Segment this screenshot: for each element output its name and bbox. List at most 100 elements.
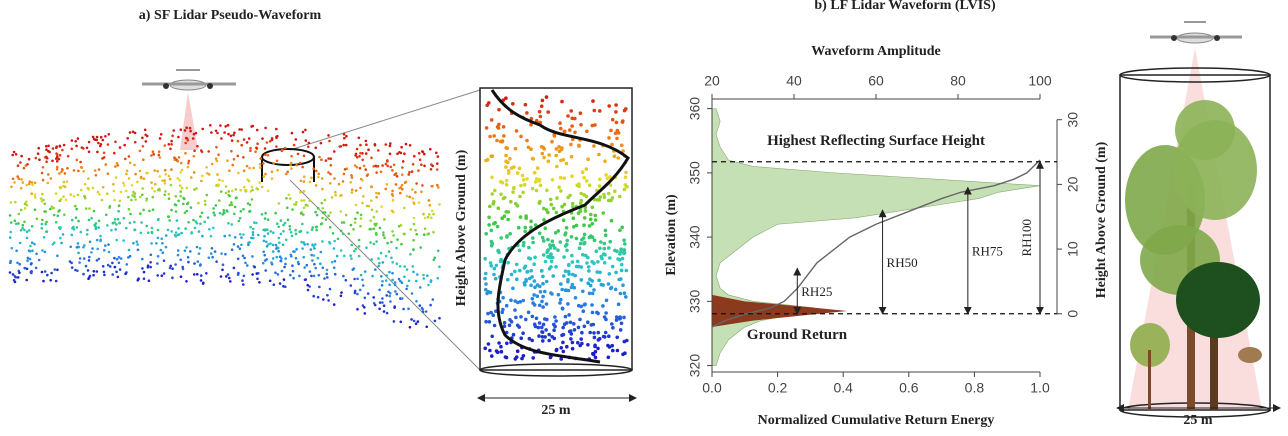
lidar-point bbox=[366, 292, 370, 295]
lidar-point bbox=[242, 169, 246, 172]
lidar-point bbox=[361, 179, 364, 182]
lidar-point bbox=[411, 197, 415, 200]
lidar-point bbox=[144, 140, 148, 143]
lidar-point bbox=[540, 151, 545, 156]
lidar-point bbox=[61, 233, 65, 236]
lidar-point bbox=[566, 279, 570, 284]
lidar-point bbox=[234, 196, 238, 200]
lidar-point bbox=[596, 260, 600, 264]
lidar-point bbox=[321, 207, 325, 210]
lidar-point bbox=[168, 177, 172, 181]
lidar-point bbox=[391, 261, 395, 264]
lidar-point bbox=[565, 344, 569, 349]
lidar-point bbox=[436, 183, 439, 187]
lidar-point bbox=[601, 283, 605, 287]
lidar-point bbox=[493, 188, 497, 193]
lidar-point bbox=[66, 154, 70, 158]
lidar-point bbox=[262, 239, 266, 243]
x-tick-label: 1.0 bbox=[1030, 380, 1050, 396]
lidar-point bbox=[85, 146, 89, 150]
lidar-point bbox=[46, 273, 49, 277]
lidar-point bbox=[122, 216, 126, 220]
lidar-point bbox=[136, 180, 139, 184]
lidar-point bbox=[596, 346, 600, 351]
lidar-point bbox=[604, 311, 608, 315]
lidar-point bbox=[283, 221, 287, 225]
lidar-point bbox=[272, 231, 275, 234]
lidar-point bbox=[420, 306, 424, 310]
lidar-point bbox=[606, 246, 611, 250]
lidar-point bbox=[615, 136, 619, 141]
lidar-point bbox=[555, 164, 559, 169]
lidar-point bbox=[415, 300, 418, 303]
lidar-point bbox=[113, 256, 116, 260]
lidar-point bbox=[363, 306, 366, 309]
lidar-point bbox=[358, 155, 361, 158]
lidar-point bbox=[557, 185, 561, 189]
cylinder bbox=[479, 87, 633, 371]
x-tick-label: 0.6 bbox=[899, 380, 919, 396]
lidar-point bbox=[316, 256, 320, 260]
lidar-point bbox=[365, 143, 368, 146]
lidar-point bbox=[95, 259, 99, 262]
lidar-point bbox=[581, 289, 585, 294]
lidar-point bbox=[88, 255, 91, 259]
lidar-point bbox=[521, 331, 525, 336]
lidar-point bbox=[591, 99, 595, 103]
lidar-point bbox=[578, 343, 582, 348]
lidar-point bbox=[150, 242, 153, 245]
lidar-point bbox=[375, 195, 378, 199]
lidar-point bbox=[278, 282, 282, 285]
lidar-point bbox=[372, 165, 376, 168]
lidar-point bbox=[227, 222, 230, 225]
lidar-point bbox=[419, 246, 423, 249]
lidar-point bbox=[231, 189, 234, 193]
lidar-point bbox=[525, 177, 529, 181]
lidar-point bbox=[394, 290, 397, 293]
lidar-point bbox=[354, 217, 357, 221]
lidar-point bbox=[588, 217, 593, 222]
lidar-point bbox=[494, 349, 499, 353]
lidar-point bbox=[380, 275, 383, 278]
lidar-point bbox=[40, 270, 44, 274]
lidar-point bbox=[103, 249, 106, 252]
lidar-point bbox=[113, 218, 117, 221]
lidar-point bbox=[35, 252, 38, 256]
lidar-point bbox=[528, 256, 533, 261]
lidar-point bbox=[240, 128, 243, 131]
lidar-point bbox=[77, 245, 81, 249]
lidar-point bbox=[17, 222, 20, 225]
lidar-point bbox=[37, 146, 40, 150]
lidar-point bbox=[415, 233, 419, 236]
lidar-point bbox=[554, 210, 559, 215]
lidar-point bbox=[134, 198, 137, 201]
lidar-point bbox=[610, 264, 615, 269]
lidar-point bbox=[241, 279, 244, 282]
lidar-point bbox=[595, 198, 600, 202]
lidar-point bbox=[271, 243, 275, 247]
lidar-point bbox=[21, 223, 25, 227]
lidar-point bbox=[511, 286, 515, 291]
lidar-point bbox=[221, 179, 224, 183]
lidar-point bbox=[610, 196, 615, 200]
lidar-point bbox=[569, 332, 574, 336]
lidar-point bbox=[431, 184, 434, 188]
lidar-point bbox=[501, 295, 505, 300]
lidar-point bbox=[400, 281, 404, 285]
lidar-point bbox=[34, 266, 38, 270]
lidar-point bbox=[204, 203, 207, 206]
lidar-point bbox=[316, 295, 320, 299]
lidar-point bbox=[207, 150, 210, 153]
lidar-point bbox=[315, 213, 319, 217]
lidar-point bbox=[185, 126, 188, 129]
lidar-point bbox=[275, 247, 278, 250]
lidar-point bbox=[244, 188, 248, 192]
lidar-point bbox=[383, 236, 386, 239]
lidar-point bbox=[502, 320, 507, 325]
lidar-point bbox=[614, 103, 618, 107]
lidar-point bbox=[41, 178, 45, 182]
lidar-point bbox=[196, 260, 200, 263]
lidar-point bbox=[566, 269, 571, 274]
lidar-point bbox=[542, 239, 546, 243]
